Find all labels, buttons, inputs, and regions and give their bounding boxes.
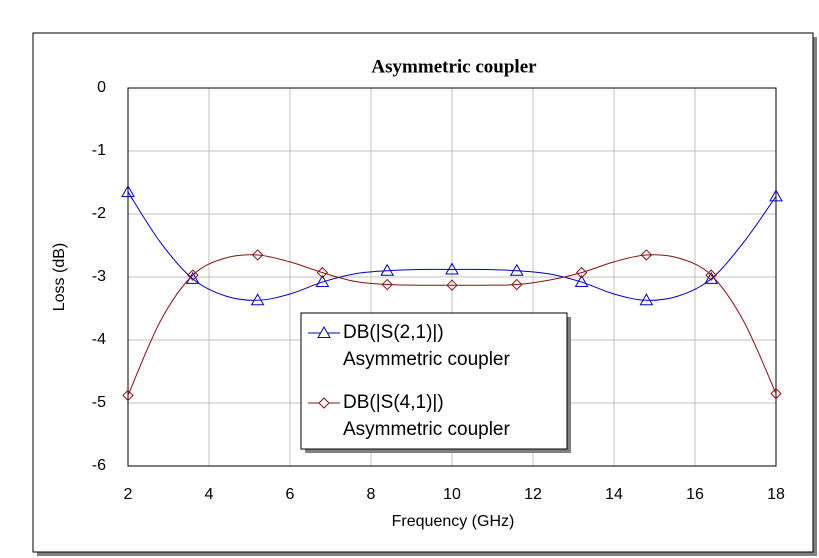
- x-tick-label: 12: [524, 486, 542, 503]
- series-marker: [575, 266, 588, 279]
- series-marker: [187, 269, 199, 281]
- y-tick-label: -5: [92, 394, 106, 411]
- legend-marker: [317, 325, 331, 338]
- series-marker: [640, 249, 653, 261]
- series-marker: [445, 262, 459, 275]
- series-line: [127, 254, 777, 396]
- frame: [32, 32, 814, 553]
- x-tick-label: 8: [367, 486, 376, 503]
- y-tick-label: -3: [92, 268, 106, 285]
- series-marker: [511, 278, 523, 291]
- legend: [300, 312, 568, 450]
- y-tick-label: -1: [92, 142, 106, 159]
- x-tick-label: 16: [686, 486, 704, 503]
- x-tick-label: 4: [205, 486, 214, 503]
- chart-title: Asymmetric coupler: [371, 56, 537, 77]
- x-axis-label: Frequency (GHz): [392, 513, 515, 530]
- series-marker: [769, 189, 783, 202]
- legend-source: Asymmetric coupler: [343, 419, 510, 440]
- x-tick-label: 10: [443, 486, 461, 503]
- legend-marker: [318, 397, 330, 409]
- legend-entries: DB(|S(2,1)|) Asymmetric coupler DB(|S(4,1)…: [308, 322, 510, 440]
- series-marker: [705, 269, 717, 281]
- x-tick-label: 6: [286, 486, 295, 503]
- y-tick-label: -4: [92, 331, 106, 348]
- y-axis-label: Loss (dB): [51, 243, 68, 311]
- series-line: [127, 191, 777, 301]
- series-marker: [380, 263, 395, 276]
- series-marker: [509, 263, 524, 276]
- legend-source: Asymmetric coupler: [343, 349, 510, 370]
- x-tick-label: 2: [124, 486, 133, 503]
- x-tick-label: 18: [767, 486, 785, 503]
- series: [121, 184, 783, 402]
- x-tick-label: 14: [605, 486, 623, 503]
- series-marker: [121, 184, 135, 197]
- series-marker: [770, 387, 782, 400]
- series-marker: [122, 389, 134, 402]
- series-marker: [250, 293, 265, 306]
- y-tick-label: 0: [97, 79, 106, 96]
- series-marker: [446, 279, 458, 291]
- plot-border: [127, 87, 777, 467]
- series-marker: [639, 293, 654, 306]
- y-tick-label: -2: [92, 205, 106, 222]
- series-marker: [381, 278, 393, 291]
- legend-label: DB(|S(4,1)|): [343, 392, 444, 413]
- series-marker: [251, 249, 264, 261]
- y-tick-label: -6: [92, 457, 106, 474]
- series-marker: [315, 275, 330, 288]
- series-marker: [316, 266, 329, 279]
- legend-label: DB(|S(2,1)|): [343, 322, 444, 343]
- series-marker: [574, 275, 589, 288]
